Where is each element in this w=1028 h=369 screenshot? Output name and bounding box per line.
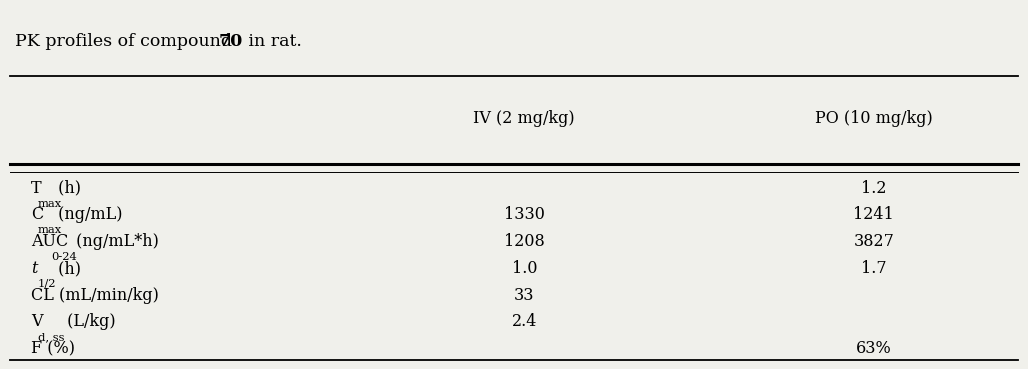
Text: 0-24: 0-24 [51,252,77,262]
Text: CL (mL/min/kg): CL (mL/min/kg) [31,287,158,304]
Text: V: V [31,313,42,331]
Text: AUC: AUC [31,233,68,250]
Text: (ng/mL): (ng/mL) [52,206,122,224]
Text: T: T [31,180,41,197]
Text: 1330: 1330 [504,206,545,224]
Text: in rat.: in rat. [243,33,301,50]
Text: 1.7: 1.7 [861,260,886,277]
Text: (L/kg): (L/kg) [63,313,116,331]
Text: 1208: 1208 [504,233,545,250]
Text: F (%): F (%) [31,340,75,357]
Text: PO (10 mg/kg): PO (10 mg/kg) [815,110,932,127]
Text: 33: 33 [514,287,535,304]
Text: (h): (h) [52,180,80,197]
Text: t: t [31,260,37,277]
Text: 1/2: 1/2 [38,279,57,289]
Text: 3827: 3827 [853,233,894,250]
Text: C: C [31,206,43,224]
Text: 63%: 63% [856,340,891,357]
Text: max: max [38,199,62,209]
Text: PK profiles of compound: PK profiles of compound [15,33,237,50]
Text: d, ss: d, ss [38,332,64,342]
Text: max: max [38,225,62,235]
Text: 1.2: 1.2 [861,180,886,197]
Text: IV (2 mg/kg): IV (2 mg/kg) [474,110,575,127]
Text: 1.0: 1.0 [512,260,537,277]
Text: (h): (h) [52,260,80,277]
Text: 2.4: 2.4 [512,313,537,331]
Text: 1241: 1241 [853,206,894,224]
Text: (ng/mL*h): (ng/mL*h) [71,233,159,250]
Text: 70: 70 [219,33,244,50]
